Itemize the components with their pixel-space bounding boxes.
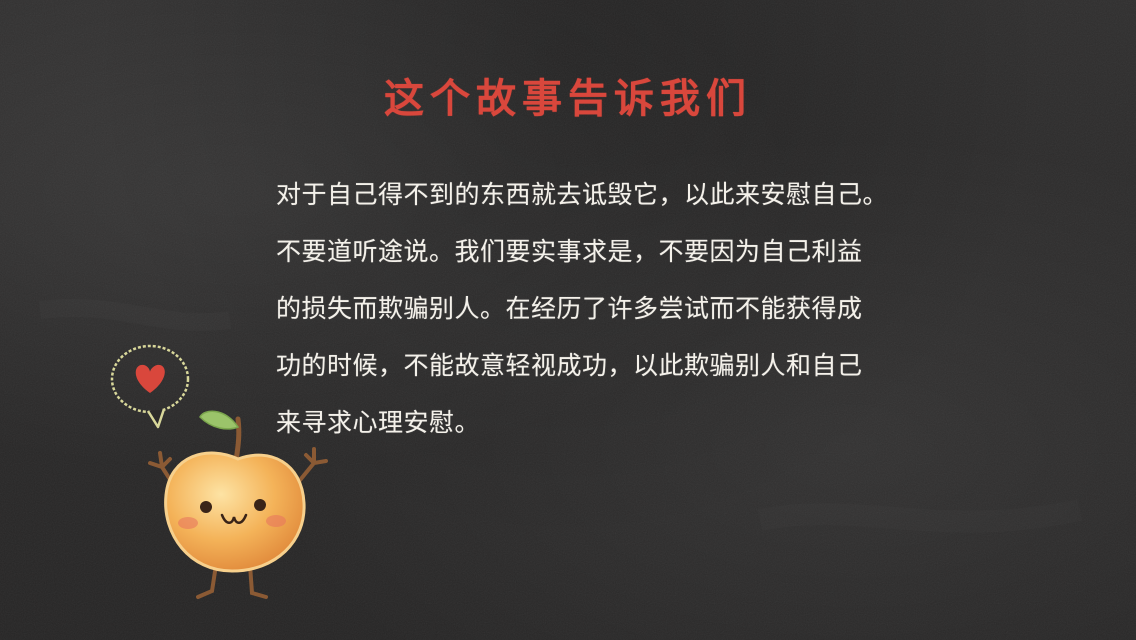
heart-speech-bubble-icon [110, 344, 190, 429]
heart-icon [135, 364, 165, 393]
slide-title: 这个故事告诉我们 [384, 76, 752, 122]
leaf-icon [199, 410, 240, 430]
moral-line: 来寻求心理安慰。 [276, 408, 481, 437]
moral-line: 不要道听途说。我们要实事求是，不要因为自己利益 [276, 237, 863, 266]
apple-character-illustration [110, 344, 328, 599]
moral-line: 对于自己得不到的东西就去诋毁它，以此来安慰自己。 [276, 180, 889, 209]
moral-line: 功的时候，不能故意轻视成功，以此欺骗别人和自己 [276, 351, 863, 380]
moral-line: 的损失而欺骗别人。在经历了许多尝试而不能获得成 [276, 294, 863, 323]
moral-text: 对于自己得不到的东西就去诋毁它，以此来安慰自己。 不要道听途说。我们要实事求是，… [276, 166, 1016, 451]
